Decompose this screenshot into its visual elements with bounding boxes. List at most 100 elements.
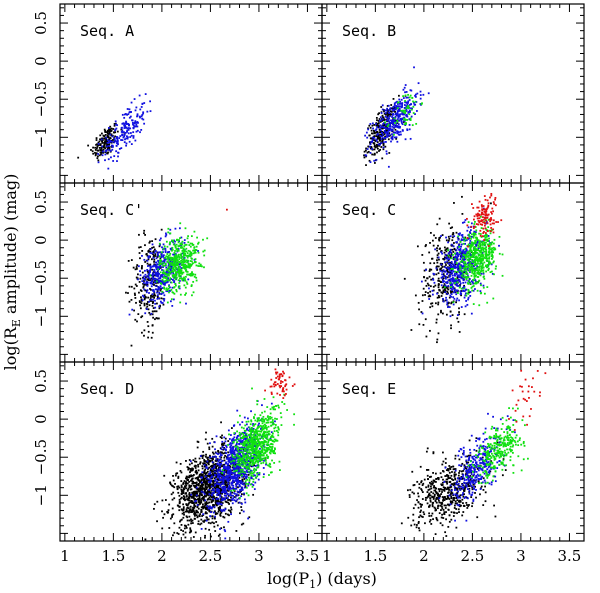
data-point-green <box>490 251 493 254</box>
data-point-black <box>206 483 208 485</box>
data-point-black <box>204 482 207 485</box>
data-point-black <box>138 233 140 236</box>
data-point-black <box>103 144 106 147</box>
data-point-black <box>441 312 444 315</box>
data-point-black <box>194 494 196 497</box>
data-point-blue <box>467 298 469 301</box>
data-point-black <box>140 290 143 292</box>
data-point-green <box>178 277 181 280</box>
data-point-blue <box>407 100 410 103</box>
data-point-black <box>423 276 425 278</box>
data-point-blue <box>398 107 401 110</box>
data-point-black <box>427 295 430 298</box>
data-point-black <box>191 502 194 504</box>
data-point-blue <box>431 289 434 292</box>
data-point-green <box>472 249 475 251</box>
data-point-green <box>160 263 162 265</box>
data-point-blue <box>444 281 447 284</box>
data-point-blue <box>379 124 381 127</box>
data-point-black <box>376 124 378 126</box>
data-point-blue <box>172 253 174 256</box>
data-point-blue <box>446 256 449 259</box>
data-point-blue <box>414 94 416 97</box>
data-point-black <box>203 459 206 461</box>
data-point-black <box>96 157 99 160</box>
data-point-blue <box>463 290 466 293</box>
data-point-blue <box>441 275 444 278</box>
data-point-blue <box>381 135 383 138</box>
data-point-green <box>407 107 410 109</box>
data-point-blue <box>407 112 410 114</box>
data-point-green <box>179 274 182 277</box>
data-point-blue <box>141 103 144 105</box>
data-point-green <box>191 274 194 277</box>
data-point-blue <box>441 273 443 276</box>
data-point-blue <box>112 160 115 162</box>
data-point-black <box>205 464 208 467</box>
data-point-blue <box>165 233 168 236</box>
data-point-black <box>435 266 438 269</box>
data-point-green <box>476 275 479 278</box>
data-point-blue <box>383 137 386 139</box>
panel-3: Seq. C' <box>59 182 323 363</box>
data-point-blue <box>379 143 381 146</box>
data-point-green <box>185 259 188 262</box>
data-point-green <box>480 227 483 229</box>
data-point-red <box>494 198 496 201</box>
data-point-blue <box>144 278 146 281</box>
data-point-blue <box>458 262 461 265</box>
data-point-black <box>205 494 208 497</box>
data-point-blue <box>197 250 199 252</box>
data-point-green <box>466 258 469 261</box>
data-point-blue <box>451 289 453 291</box>
data-point-black <box>153 310 156 313</box>
data-point-black <box>195 476 198 479</box>
data-point-blue <box>454 255 457 258</box>
data-point-blue <box>151 293 154 296</box>
data-point-blue <box>138 94 141 97</box>
panel-label: Seq. C' <box>80 201 143 219</box>
data-point-black <box>163 474 166 477</box>
data-point-blue <box>114 140 117 142</box>
data-point-black <box>208 446 211 449</box>
data-point-green <box>491 258 493 260</box>
data-point-black <box>209 473 212 476</box>
data-point-green <box>484 234 487 236</box>
data-point-blue <box>463 258 466 261</box>
data-point-blue <box>149 265 152 268</box>
data-point-green <box>167 227 170 230</box>
data-point-black <box>197 523 200 525</box>
data-point-black <box>198 490 201 493</box>
data-point-blue <box>403 112 405 115</box>
data-point-black <box>179 520 181 523</box>
data-point-black <box>227 440 230 442</box>
data-point-green <box>490 255 493 258</box>
data-point-black <box>231 469 233 472</box>
data-point-black <box>253 464 256 467</box>
data-point-green <box>481 267 484 269</box>
data-point-black <box>203 505 206 508</box>
data-point-green <box>457 292 459 294</box>
data-point-black <box>142 282 145 285</box>
data-point-black <box>442 289 445 292</box>
data-point-green <box>187 259 190 262</box>
data-point-green <box>488 243 491 246</box>
data-point-blue <box>125 144 128 147</box>
data-point-black <box>191 522 194 524</box>
data-point-blue <box>158 288 160 291</box>
data-point-black <box>385 112 388 115</box>
data-point-black <box>146 262 149 265</box>
data-point-black <box>152 307 155 309</box>
data-point-blue <box>449 279 452 282</box>
data-point-blue <box>107 158 110 161</box>
data-point-black <box>206 442 209 445</box>
data-point-black <box>174 474 177 477</box>
data-point-black <box>108 131 111 134</box>
data-point-green <box>476 267 479 269</box>
data-point-blue <box>401 102 404 104</box>
data-point-black <box>200 487 203 489</box>
data-point-blue <box>469 281 472 284</box>
data-point-black <box>449 227 452 230</box>
data-point-black <box>106 135 109 138</box>
data-point-green <box>479 259 482 261</box>
